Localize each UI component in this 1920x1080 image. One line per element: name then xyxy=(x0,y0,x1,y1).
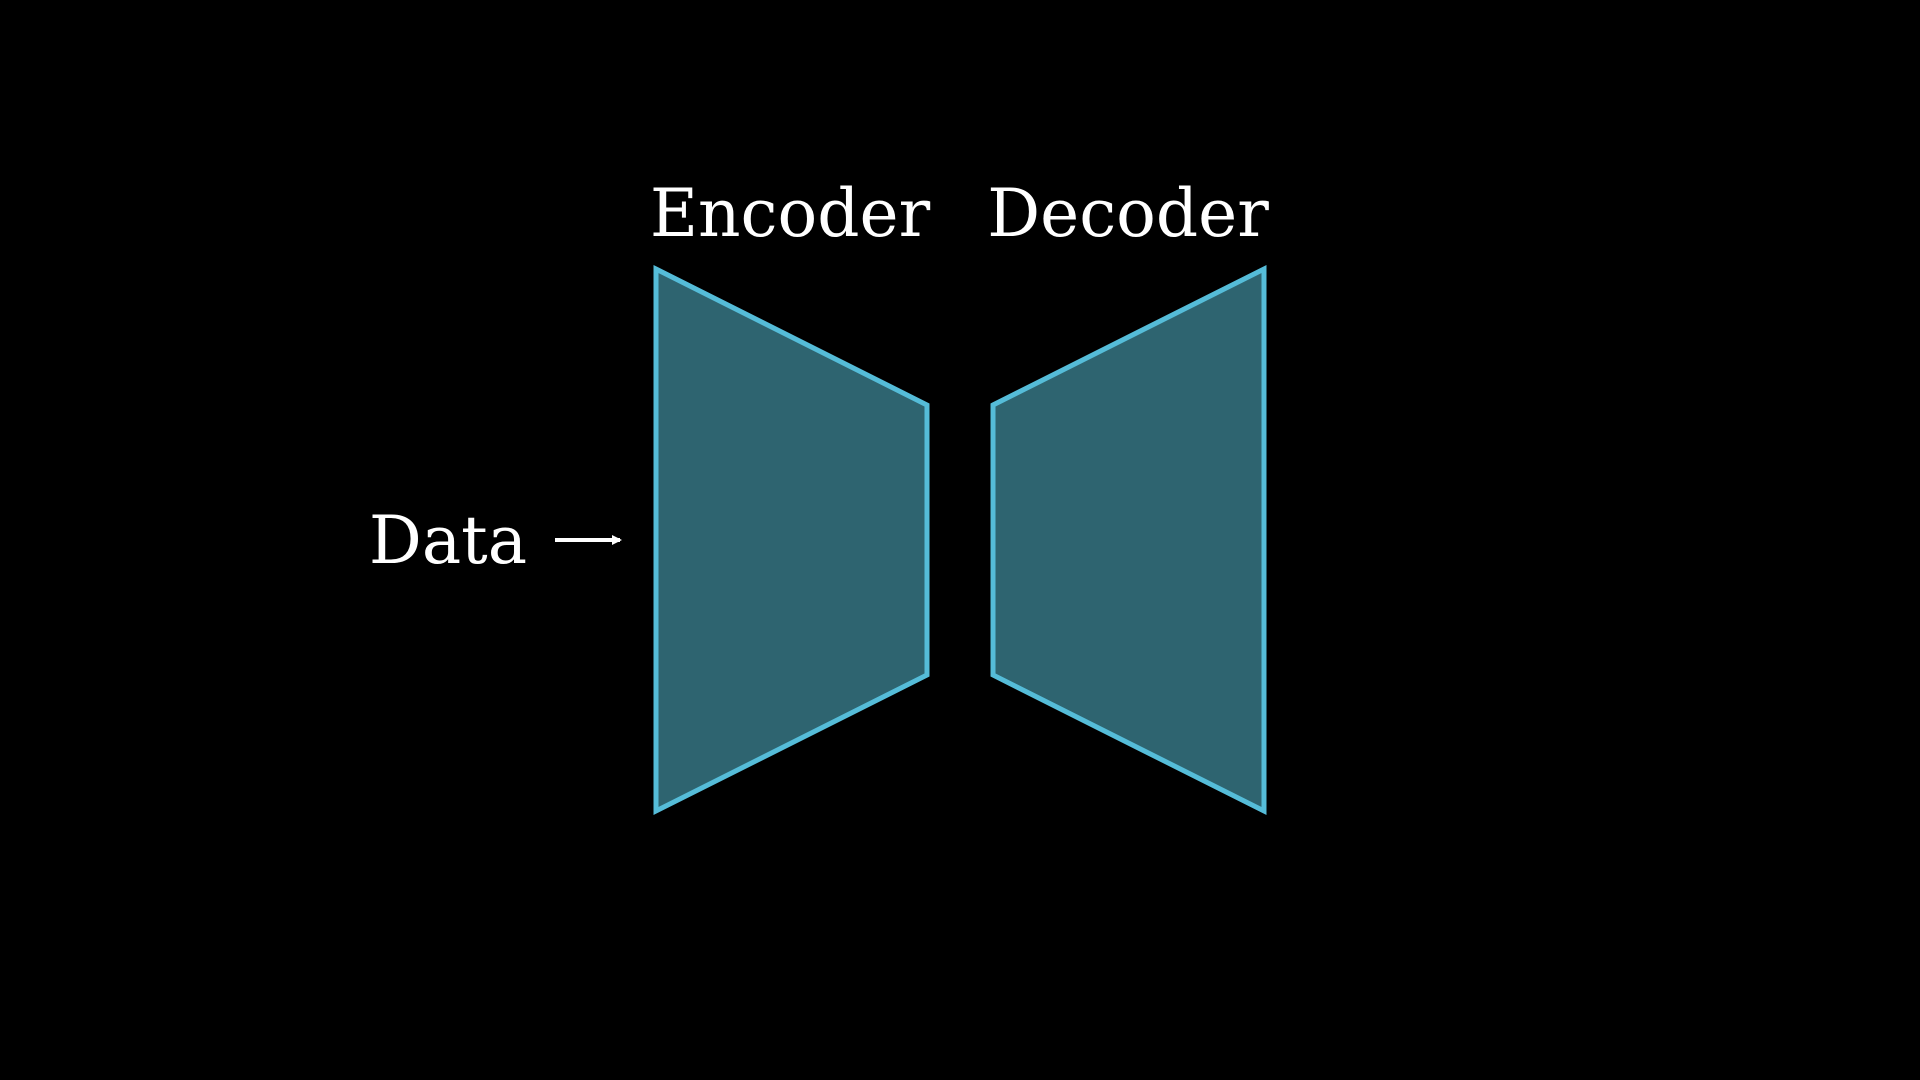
encoder-block xyxy=(653,264,930,816)
decoder-block xyxy=(990,264,1267,816)
input-data-label: Data xyxy=(369,502,527,579)
encoder-label: Encoder xyxy=(650,175,931,252)
decoder-label: Decoder xyxy=(987,175,1269,252)
